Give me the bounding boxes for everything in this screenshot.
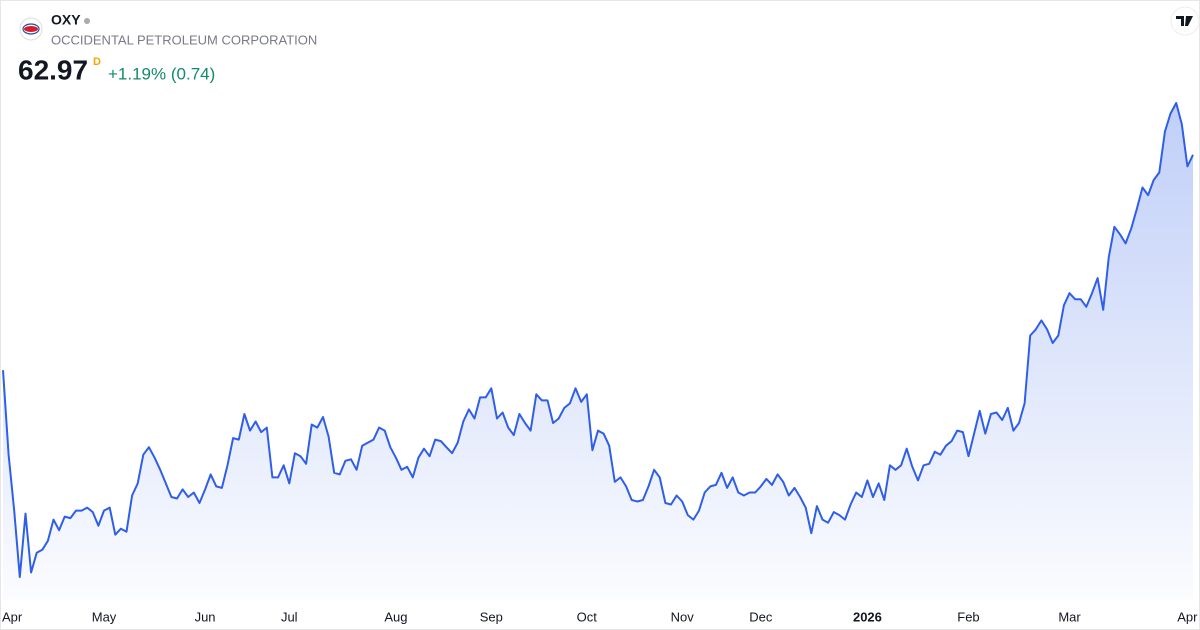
company-name: OCCIDENTAL PETROLEUM CORPORATION bbox=[51, 32, 317, 47]
symbol: OXY bbox=[51, 12, 81, 28]
x-tick-label: Apr bbox=[1177, 609, 1198, 624]
x-tick-label: Mar bbox=[1058, 609, 1081, 624]
interval: D bbox=[93, 56, 101, 68]
x-tick-label: Dec bbox=[749, 609, 773, 624]
x-tick-label: May bbox=[92, 609, 117, 624]
change: +1.19% (0.74) bbox=[108, 64, 215, 83]
x-tick-label: Apr bbox=[2, 609, 23, 624]
price: 62.97 bbox=[18, 54, 88, 85]
x-tick-label: Jul bbox=[281, 609, 298, 624]
x-tick-label: Oct bbox=[577, 609, 598, 624]
logo bbox=[19, 17, 43, 41]
x-tick-label: Sep bbox=[480, 609, 503, 624]
area-fill bbox=[3, 103, 1193, 600]
x-tick-label: Feb bbox=[957, 609, 979, 624]
x-tick-label: Aug bbox=[384, 609, 407, 624]
status-dot bbox=[84, 18, 90, 24]
x-tick-label: 2026 bbox=[853, 609, 882, 624]
price-line bbox=[2, 102, 1194, 578]
x-tick-label: Nov bbox=[671, 609, 695, 624]
x-tick-label: Jun bbox=[195, 609, 216, 624]
brand-logo[interactable] bbox=[1170, 6, 1200, 36]
